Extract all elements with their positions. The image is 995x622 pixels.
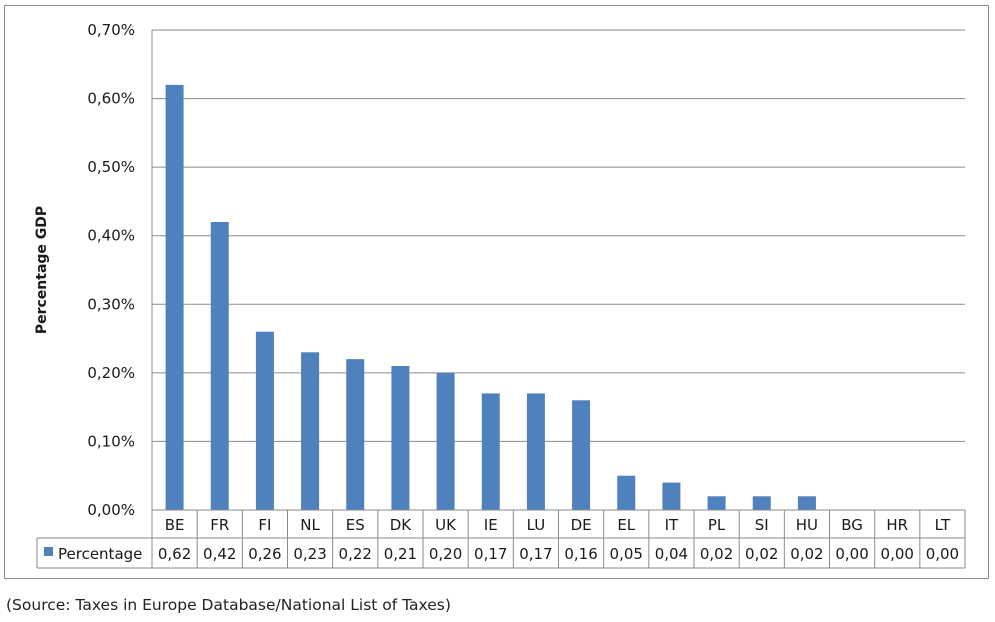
bar-uk: [436, 372, 455, 510]
bar-nl: [301, 352, 320, 510]
x-tick-label: BE: [165, 516, 185, 534]
bar-de: [572, 400, 591, 510]
data-label: 0,17: [474, 545, 507, 563]
data-label: 0,04: [655, 545, 688, 563]
source-caption: (Source: Taxes in Europe Database/Nation…: [6, 596, 451, 614]
data-label: 0,02: [745, 545, 778, 563]
x-tick-label: SI: [755, 516, 769, 534]
bar-es: [346, 359, 365, 510]
bar-pl: [707, 496, 726, 510]
x-tick-label: NL: [300, 516, 320, 534]
data-label: 0,00: [926, 545, 959, 563]
data-label: 0,62: [158, 545, 191, 563]
bar-it: [662, 482, 681, 510]
y-tick-label: 0,10%: [87, 432, 135, 450]
bar-be: [165, 84, 184, 510]
bar-si: [752, 496, 771, 510]
x-tick-label: ES: [346, 516, 365, 534]
y-tick-label: 0,50%: [87, 158, 135, 176]
x-tick-label: DK: [390, 516, 413, 534]
bar-fr: [210, 222, 229, 510]
x-tick-label: IT: [665, 516, 679, 534]
x-tick-label: LT: [935, 516, 951, 534]
data-label: 0,16: [564, 545, 597, 563]
y-tick-label: 0,70%: [87, 21, 135, 39]
data-label: 0,21: [384, 545, 417, 563]
x-tick-label: DE: [571, 516, 592, 534]
bar-chart: 0,00% 0,10% 0,20% 0,30% 0,40% 0,50% 0,60% 0,70%…: [34, 21, 966, 569]
data-label: 0,17: [519, 545, 552, 563]
data-label: 0,22: [339, 545, 372, 563]
y-tick-label: 0,40%: [87, 227, 135, 245]
x-tick-label: EL: [617, 516, 635, 534]
bar-dk: [391, 366, 410, 510]
data-label: 0,42: [203, 545, 236, 563]
data-label: 0,00: [835, 545, 868, 563]
y-tick-label: 0,30%: [87, 295, 135, 313]
data-label: 0,05: [610, 545, 643, 563]
x-tick-label: FR: [210, 516, 229, 534]
bar-lu: [526, 393, 545, 510]
y-tick-label: 0,00%: [87, 501, 135, 519]
x-tick-label: BG: [841, 516, 863, 534]
x-tick-label: PL: [708, 516, 726, 534]
y-axis-title: Percentage GDP: [34, 206, 50, 334]
x-tick-label: FI: [258, 516, 271, 534]
bar-fi: [255, 331, 274, 510]
bar-hu: [797, 496, 816, 510]
legend-label: Percentage: [58, 545, 142, 563]
x-tick-label: LU: [527, 516, 546, 534]
x-tick-label: IE: [484, 516, 498, 534]
data-label: 0,20: [429, 545, 462, 563]
x-tick-label: HR: [886, 516, 908, 534]
data-label: 0,02: [790, 545, 823, 563]
bar-el: [617, 475, 636, 510]
data-label: 0,26: [248, 545, 281, 563]
y-tick-label: 0,20%: [87, 364, 135, 382]
bar-ie: [481, 393, 500, 510]
x-tick-label: HU: [796, 516, 818, 534]
data-label: 0,02: [700, 545, 733, 563]
data-label: 0,23: [293, 545, 326, 563]
data-label: 0,00: [881, 545, 914, 563]
legend-swatch: [44, 547, 53, 556]
x-tick-label: UK: [435, 516, 457, 534]
y-tick-label: 0,60%: [87, 90, 135, 108]
